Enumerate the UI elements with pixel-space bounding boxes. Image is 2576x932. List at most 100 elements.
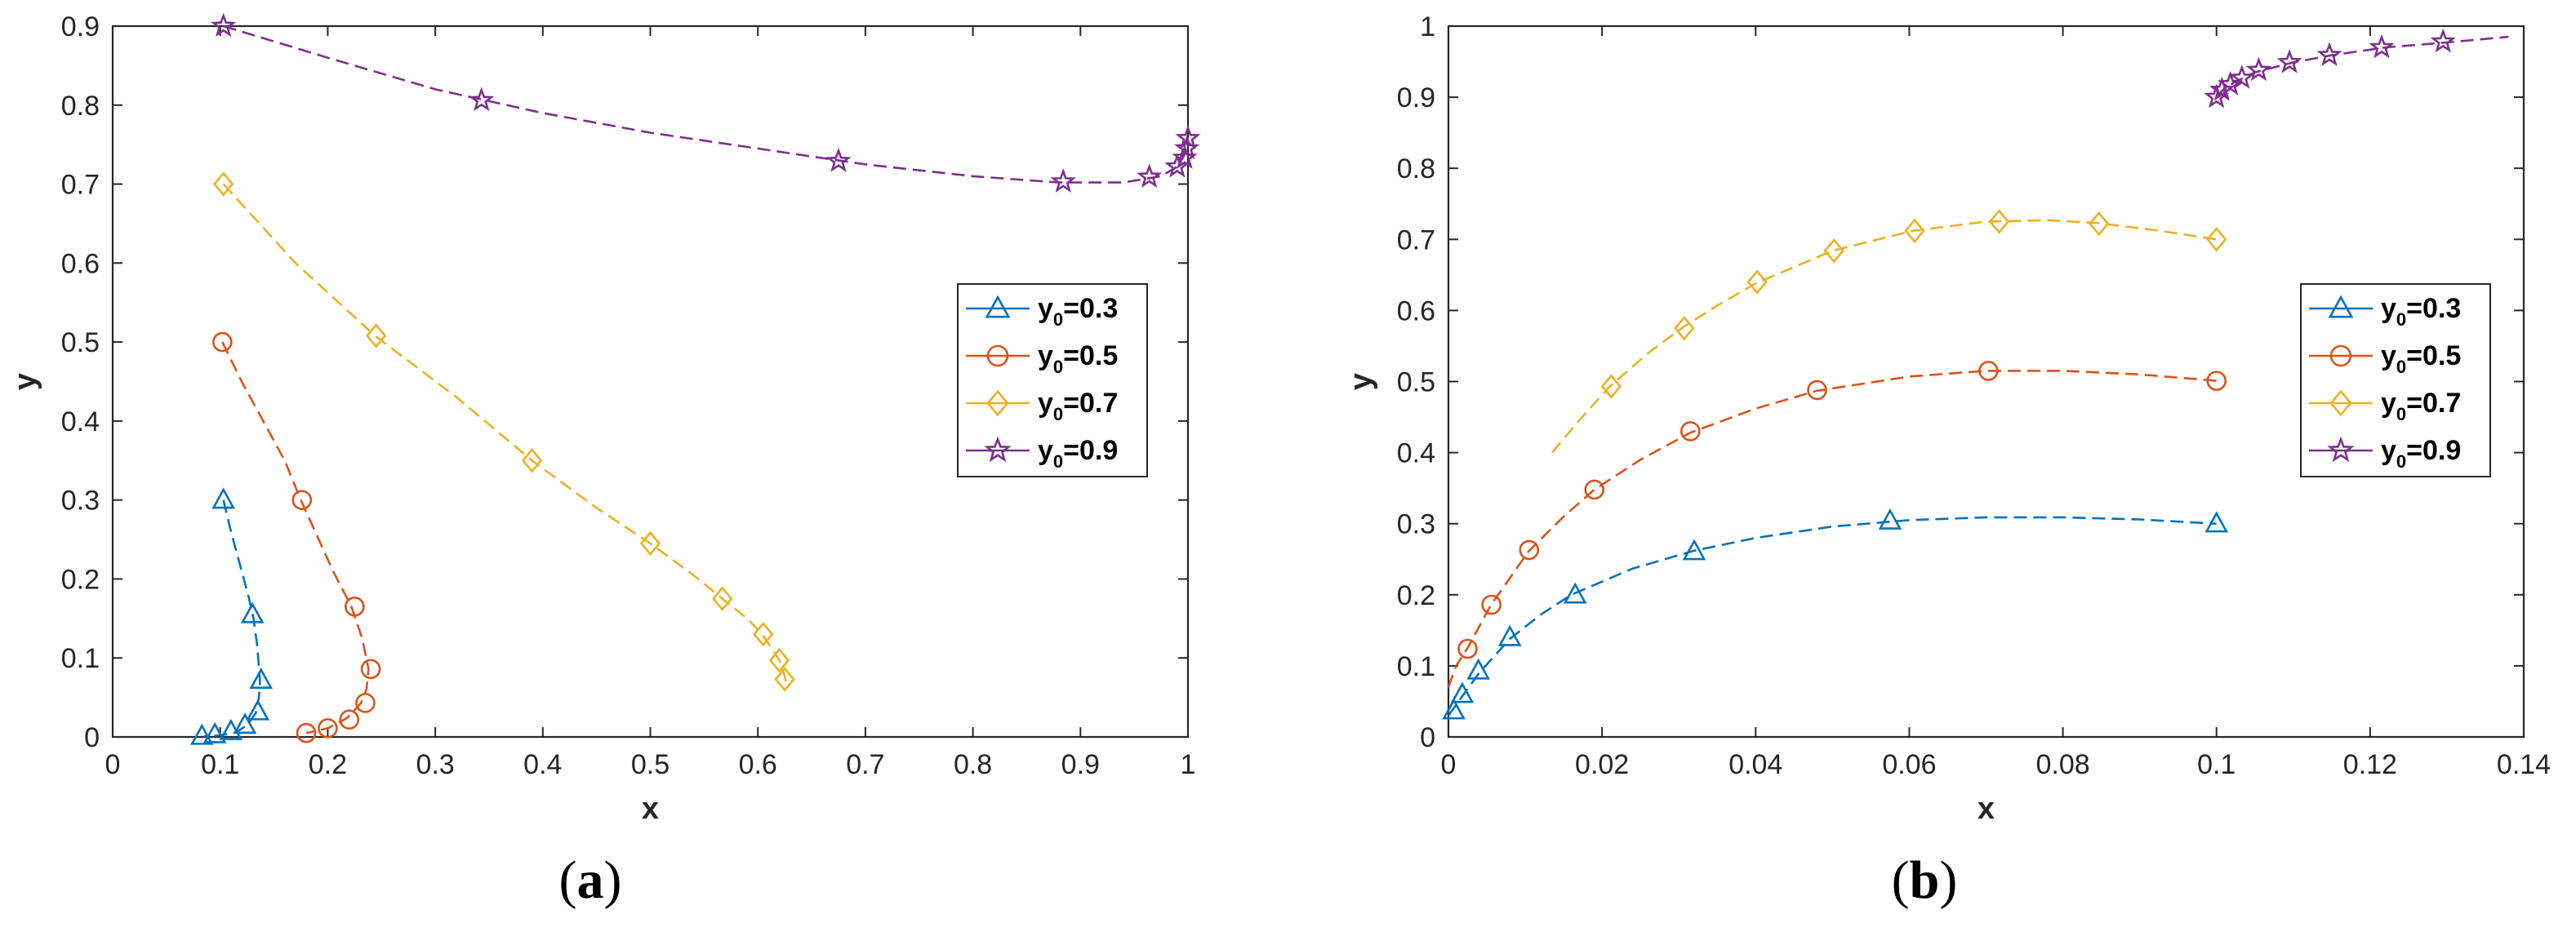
- legend-label: y0=0.7: [2381, 388, 2461, 424]
- data-point: [212, 331, 233, 353]
- legend-label: y0=0.3: [1038, 293, 1118, 330]
- data-point: [2276, 49, 2302, 73]
- data-point: [469, 87, 495, 112]
- y-tick-label: 0.7: [61, 170, 100, 201]
- data-point: [2245, 56, 2272, 82]
- y-tick-label: 0: [84, 722, 100, 753]
- data-point: [360, 659, 381, 680]
- x-tick-label: 0.9: [1061, 749, 1100, 780]
- y-tick-label: 0.5: [61, 327, 100, 358]
- legend-marker: [986, 344, 1009, 367]
- panel-a-label: (a): [559, 850, 622, 910]
- data-point: [825, 148, 852, 172]
- data-point: [768, 647, 790, 673]
- x-tick-label: 0.3: [416, 749, 454, 780]
- series-y0=0.3: [190, 487, 274, 745]
- y-tick-label: 0: [1420, 722, 1435, 753]
- data-point: [1175, 125, 1201, 149]
- data-point: [1519, 539, 1540, 561]
- series-y0=0.9: [211, 12, 1201, 193]
- y-tick-label: 0.5: [1397, 367, 1435, 398]
- legend-marker: [986, 389, 1009, 417]
- legend-marker: [985, 295, 1011, 318]
- data-point: [249, 667, 274, 689]
- x-tick-label: 0.6: [739, 749, 777, 780]
- x-tick-label: 0.06: [1882, 749, 1936, 780]
- data-point: [1497, 624, 1522, 646]
- y-tick-label: 0.4: [61, 406, 100, 437]
- series-line: [222, 183, 789, 686]
- x-tick-label: 0.4: [523, 749, 562, 780]
- data-point: [1823, 238, 1844, 264]
- data-point: [2229, 64, 2255, 89]
- x-tick-label: 0.02: [1575, 749, 1629, 780]
- y-tick-label: 0.2: [1397, 580, 1435, 611]
- y-tick-label: 0.9: [1397, 82, 1435, 113]
- legend-label: y0=0.5: [1038, 340, 1118, 377]
- data-point: [1050, 168, 1076, 193]
- data-point: [1680, 421, 1701, 442]
- series-line: [221, 341, 370, 735]
- y-tick-label: 0.3: [1397, 509, 1435, 540]
- data-point: [2430, 28, 2456, 53]
- data-point: [211, 487, 235, 509]
- data-point: [1807, 379, 1827, 401]
- data-point: [1563, 582, 1587, 604]
- x-tick-label: 0.14: [2497, 749, 2551, 780]
- data-point: [1584, 479, 1605, 500]
- data-point: [753, 621, 774, 647]
- panel-b-chart: 0 0.02 0.04 0.06 0.08 0.1 0.12 0.14 0 0.1 0.2 0.3 0.…: [1344, 11, 2551, 826]
- legend-marker: [2329, 389, 2352, 417]
- x-tick-label: 0: [1441, 749, 1457, 780]
- series-line: [223, 24, 1190, 184]
- legend-label: y0=0.7: [1038, 388, 1118, 424]
- y-tick-label: 0.3: [61, 486, 100, 517]
- data-point: [1164, 153, 1190, 178]
- x-tick-label: 0.1: [2197, 749, 2236, 780]
- y-tick-label: 0.6: [61, 248, 100, 279]
- data-point: [1450, 681, 1475, 703]
- data-point: [712, 586, 733, 611]
- legend-marker: [2329, 344, 2352, 367]
- data-point: [1878, 508, 1902, 530]
- data-point: [202, 721, 227, 743]
- series-y0=0.5: [212, 331, 381, 743]
- data-point: [2316, 42, 2342, 66]
- x-axis-label: x: [1978, 792, 1995, 826]
- y-tick-label: 0.7: [1397, 224, 1435, 255]
- series-line: [1447, 516, 2217, 717]
- series-y0=0.5: [1447, 361, 2227, 688]
- data-point: [211, 12, 237, 38]
- data-point: [2206, 371, 2227, 391]
- x-tick-label: 0.08: [2035, 749, 2089, 780]
- series-line: [2215, 35, 2509, 98]
- data-point: [1746, 269, 1768, 295]
- y-tick-label: 0.6: [1397, 295, 1435, 326]
- x-tick-label: 0.12: [2343, 749, 2397, 780]
- y-tick-label: 0.1: [61, 643, 100, 674]
- series-line: [1447, 370, 2217, 688]
- data-point: [639, 530, 661, 557]
- data-point: [2369, 33, 2395, 59]
- data-point: [190, 723, 214, 745]
- data-point: [2206, 227, 2227, 252]
- data-point: [339, 709, 360, 730]
- data-point: [246, 699, 270, 721]
- legend-label: y0=0.3: [2381, 293, 2461, 330]
- series-y0=0.7: [1551, 209, 2227, 454]
- data-point: [1682, 539, 1706, 561]
- legend-marker: [2328, 295, 2354, 318]
- data-point: [1674, 315, 1695, 341]
- series-y0=0.7: [212, 171, 795, 692]
- legend-label: y0=0.5: [2381, 340, 2461, 377]
- y-tick-label: 0.4: [1397, 438, 1435, 469]
- data-point: [219, 718, 243, 740]
- data-point: [212, 171, 234, 197]
- y-axis-label: y: [8, 373, 42, 390]
- legend-b: y0=0.3 y0=0.5 y0=0.7 y0=0.9: [2300, 283, 2491, 477]
- data-point: [1481, 594, 1502, 615]
- x-tick-label: 0.1: [201, 749, 239, 780]
- x-tick-label: 0.8: [954, 749, 992, 780]
- y-axis-label: y: [1344, 373, 1378, 390]
